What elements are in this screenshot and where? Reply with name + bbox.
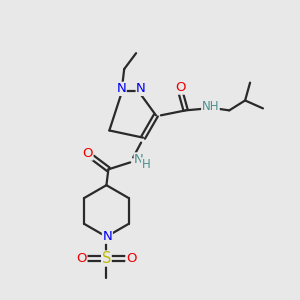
Text: O: O xyxy=(176,81,186,94)
Text: N: N xyxy=(134,153,144,166)
Text: N: N xyxy=(116,82,126,95)
Text: N: N xyxy=(103,230,112,243)
Text: O: O xyxy=(76,252,87,265)
Text: S: S xyxy=(102,251,111,266)
Text: O: O xyxy=(82,147,93,160)
Text: H: H xyxy=(142,158,150,171)
Text: N: N xyxy=(136,82,146,95)
Text: O: O xyxy=(126,252,136,265)
Text: NH: NH xyxy=(202,100,219,113)
